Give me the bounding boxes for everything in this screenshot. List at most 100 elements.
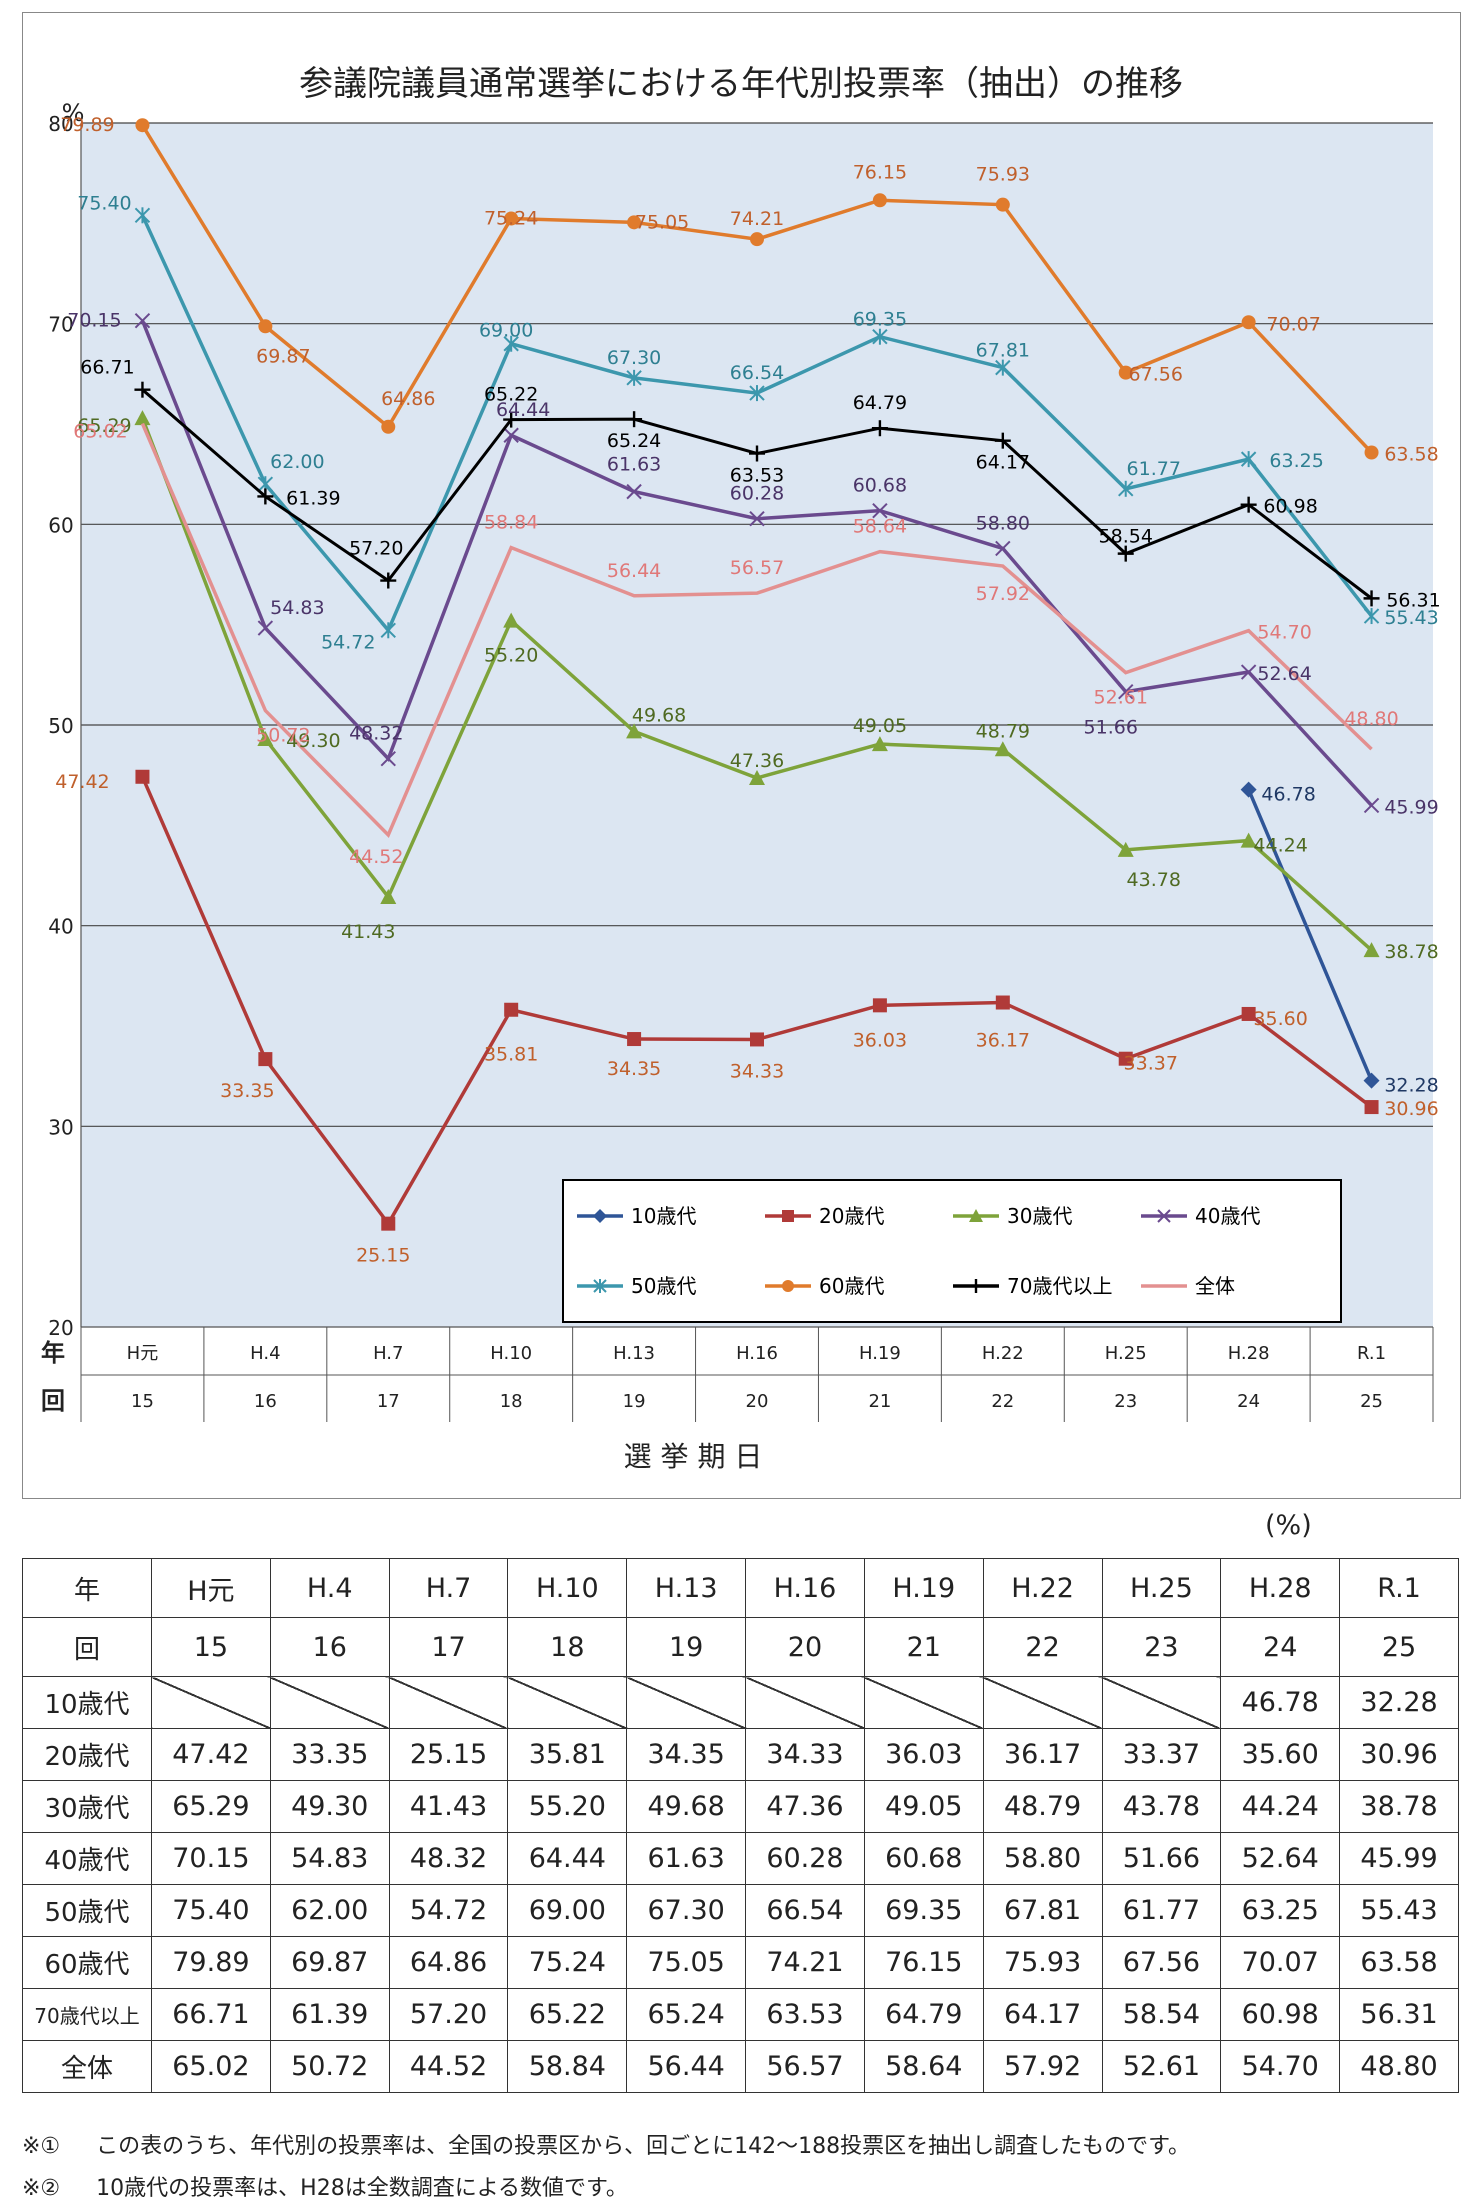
table-cell: 38.78	[1339, 1780, 1459, 1833]
x-axis-table: 年回 H元 15 H.4 16 H.7 17 H.10 18 H.13 19 H.16 20 H.19 21…	[41, 1327, 1434, 1422]
table-row: 20歳代 47.42 33.35 25.15 35.81 34.35 34.33 36.03 3…	[22, 1728, 1459, 1781]
square-marker	[135, 769, 150, 784]
table-cell: 64.86	[388, 1936, 509, 1989]
x-tick-label: H.7	[373, 1343, 403, 1364]
x-marker	[503, 427, 519, 443]
table-cell: 36.17	[982, 1728, 1103, 1781]
table-row-header: 30歳代	[22, 1780, 152, 1833]
table-unit: (%)	[1265, 1510, 1312, 1541]
table-cell: 63.53	[745, 1988, 865, 2041]
data-label: 48.32	[349, 723, 403, 745]
data-label: 55.20	[484, 645, 538, 667]
y-tick-label: 60	[48, 513, 73, 537]
data-label: 74.21	[730, 208, 784, 230]
square-marker	[750, 1032, 764, 1047]
data-label: 70.15	[67, 310, 121, 332]
triangle-marker	[503, 612, 520, 628]
table-header-cell: 22	[982, 1617, 1103, 1677]
x-round-label: 18	[500, 1391, 523, 1412]
legend-label: 20歳代	[819, 1204, 884, 1228]
table-cell-empty	[863, 1676, 984, 1729]
triangle-marker	[1117, 841, 1134, 857]
square-marker	[995, 995, 1010, 1010]
square-marker	[258, 1052, 273, 1067]
table-header-row: 回 15 16 17 18 19 20 21 22 23 24 25	[22, 1617, 1459, 1677]
table-cell: 47.42	[151, 1728, 271, 1781]
table-row-header: 60歳代	[22, 1936, 152, 1989]
table-cell: 30.96	[1339, 1728, 1459, 1781]
table-cell: 45.99	[1339, 1832, 1459, 1885]
legend-label: 60歳代	[819, 1274, 884, 1298]
data-label: 58.54	[1099, 526, 1153, 548]
table-row: 40歳代 70.15 54.83 48.32 64.44 61.63 60.28 60.68 5…	[22, 1832, 1459, 1885]
footnote-2: ※② 10歳代の投票率は、H28は全数調査による数値です。	[22, 2170, 628, 2202]
data-label: 49.05	[853, 715, 907, 737]
table-cell: 44.24	[1220, 1780, 1341, 1833]
table-cell: 50.72	[269, 2040, 390, 2093]
table-header-cell: 15	[151, 1617, 271, 1677]
x-marker	[872, 502, 888, 519]
x-tick-label: H.10	[490, 1343, 532, 1364]
x-axis-label: 選 挙 期 日	[624, 1440, 763, 1473]
square-marker	[1364, 1100, 1379, 1115]
x-tick-label: H.28	[1228, 1343, 1270, 1364]
table-header-cell: 23	[1101, 1617, 1222, 1677]
data-label: 58.80	[976, 512, 1030, 534]
circle-marker	[381, 419, 396, 434]
y-tick-label: 70	[48, 313, 73, 337]
table-cell: 34.33	[745, 1728, 865, 1781]
legend-label: 50歳代	[631, 1274, 696, 1298]
table-cell: 35.60	[1220, 1728, 1341, 1781]
triangle-marker	[626, 723, 643, 739]
table-cell: 75.93	[982, 1936, 1103, 1989]
series-line	[1247, 788, 1374, 1082]
x-tick-label: H.13	[613, 1343, 655, 1364]
x-round-label: 16	[254, 1391, 277, 1412]
square-marker	[381, 1216, 396, 1231]
table-header-cell: H.28	[1220, 1558, 1341, 1618]
diamond-marker	[1363, 1072, 1380, 1089]
table-cell: 43.78	[1101, 1780, 1222, 1833]
table-cell: 64.17	[982, 1988, 1103, 2041]
data-label: 49.68	[632, 704, 686, 726]
x-marker	[995, 540, 1011, 557]
legend-item: 全体	[1141, 1274, 1235, 1298]
series-50歳代	[134, 207, 1380, 639]
table-cell: 56.44	[626, 2040, 747, 2093]
table-cell: 65.24	[626, 1988, 747, 2041]
table-cell: 49.30	[269, 1780, 390, 1833]
table-cell: 55.43	[1339, 1884, 1459, 1937]
data-label: 50.72	[256, 725, 310, 747]
table-cell: 46.78	[1220, 1676, 1341, 1729]
x-row-label-round: 回	[41, 1387, 65, 1415]
table-cell: 62.00	[269, 1884, 390, 1937]
square-marker	[504, 1002, 519, 1017]
x-round-label: 24	[1237, 1391, 1260, 1412]
x-round-label: 25	[1360, 1391, 1383, 1412]
data-label: 63.53	[730, 464, 784, 486]
x-marker	[257, 620, 274, 636]
circle-marker	[1118, 365, 1133, 380]
data-label: 36.17	[976, 1030, 1030, 1052]
data-label: 46.78	[1261, 784, 1315, 806]
circle-marker	[258, 319, 273, 334]
legend-item: 10歳代	[577, 1204, 696, 1228]
legend-label: 70歳代以上	[1007, 1274, 1112, 1298]
legend-label: 10歳代	[631, 1204, 696, 1228]
table-cell-empty	[982, 1676, 1103, 1729]
table-cell: 65.02	[151, 2040, 271, 2093]
x-row-label-year: 年	[41, 1339, 65, 1367]
x-round-label: 22	[991, 1391, 1014, 1412]
data-label: 69.00	[479, 320, 533, 342]
data-label: 41.43	[341, 921, 395, 943]
data-label: 56.44	[607, 560, 661, 582]
triangle-marker	[380, 888, 397, 904]
diamond-marker	[1240, 781, 1257, 798]
data-label: 76.15	[853, 161, 907, 183]
legend-item: 70歳代以上	[953, 1274, 1112, 1298]
table-cell: 33.37	[1101, 1728, 1222, 1781]
data-label: 55.43	[1384, 607, 1438, 629]
data-label: 65.29	[77, 415, 131, 437]
table-header-cell: 25	[1339, 1617, 1459, 1677]
table-cell: 60.28	[745, 1832, 865, 1885]
